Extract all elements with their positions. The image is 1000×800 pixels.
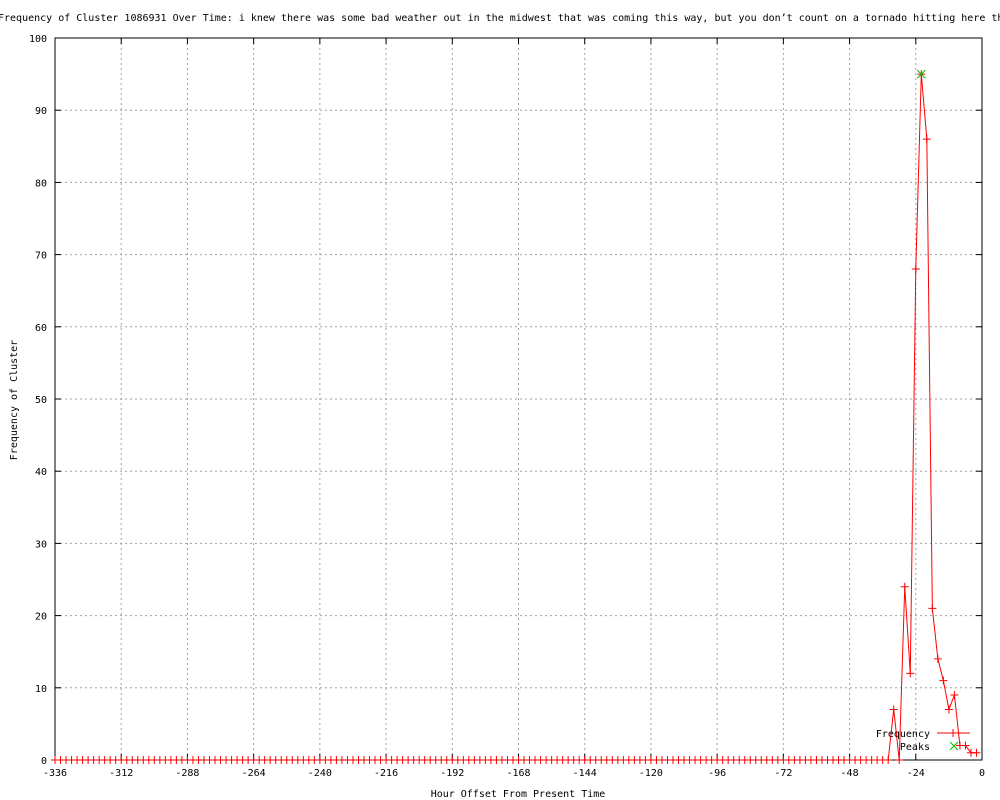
y-tick-label: 0 — [41, 756, 47, 767]
x-tick-label: -96 — [708, 768, 726, 779]
y-tick-label: 10 — [35, 684, 47, 695]
x-tick-label: -72 — [774, 768, 792, 779]
x-tick-label: -216 — [374, 768, 398, 779]
y-tick-label: 40 — [35, 467, 47, 478]
y-tick-label: 90 — [35, 106, 47, 117]
legend-label-peaks: Peaks — [900, 742, 930, 753]
y-tick-label: 20 — [35, 612, 47, 623]
y-tick-label: 70 — [35, 251, 47, 262]
frequency-point — [922, 135, 931, 144]
frequency-point — [944, 705, 953, 714]
frequency-point — [939, 676, 948, 685]
y-tick-label: 60 — [35, 323, 47, 334]
x-tick-label: 0 — [979, 768, 985, 779]
frequency-point — [900, 582, 909, 591]
legend-sample-frequency — [937, 729, 970, 737]
x-tick-label: -264 — [242, 768, 266, 779]
ticks: -336 -312 -288 -264 -240 -216 -192 -168 -144 -120… — [29, 34, 985, 779]
frequency-point — [906, 669, 915, 678]
legend-label-frequency: Frequency — [876, 729, 930, 740]
peak-point — [916, 69, 926, 79]
frequency-point — [961, 741, 970, 750]
x-tick-label: -312 — [109, 768, 133, 779]
frequency-point — [950, 691, 959, 700]
frequency-point — [933, 654, 942, 663]
legend-sample-peaks — [949, 741, 959, 751]
frequency-point — [889, 705, 898, 714]
frequency-point — [895, 756, 904, 764]
frequency-point — [928, 604, 937, 613]
x-tick-label: -120 — [639, 768, 663, 779]
x-tick-label: -336 — [43, 768, 67, 779]
y-tick-label: 80 — [35, 178, 47, 189]
frequency-line — [55, 74, 977, 761]
y-tick-label: 100 — [29, 34, 47, 45]
y-tick-label: 50 — [35, 395, 47, 406]
frequency-point — [884, 756, 893, 764]
y-axis-label: Frequency of Cluster — [9, 340, 20, 460]
frequency-point — [972, 748, 981, 757]
x-tick-label: -168 — [506, 768, 530, 779]
legend: Frequency Peaks — [876, 729, 970, 753]
x-tick-label: -288 — [175, 768, 199, 779]
x-tick-label: -192 — [440, 768, 464, 779]
x-tick-label: -240 — [308, 768, 332, 779]
x-tick-label: -24 — [907, 768, 925, 779]
x-tick-label: -144 — [573, 768, 597, 779]
series-layer — [51, 69, 981, 764]
frequency-point — [911, 265, 920, 274]
x-tick-label: -48 — [841, 768, 859, 779]
grid — [55, 38, 982, 760]
y-tick-label: 30 — [35, 539, 47, 550]
chart-title: Frequency of Cluster 1086931 Over Time: … — [0, 13, 1000, 24]
x-axis-label: Hour Offset From Present Time — [431, 789, 606, 800]
